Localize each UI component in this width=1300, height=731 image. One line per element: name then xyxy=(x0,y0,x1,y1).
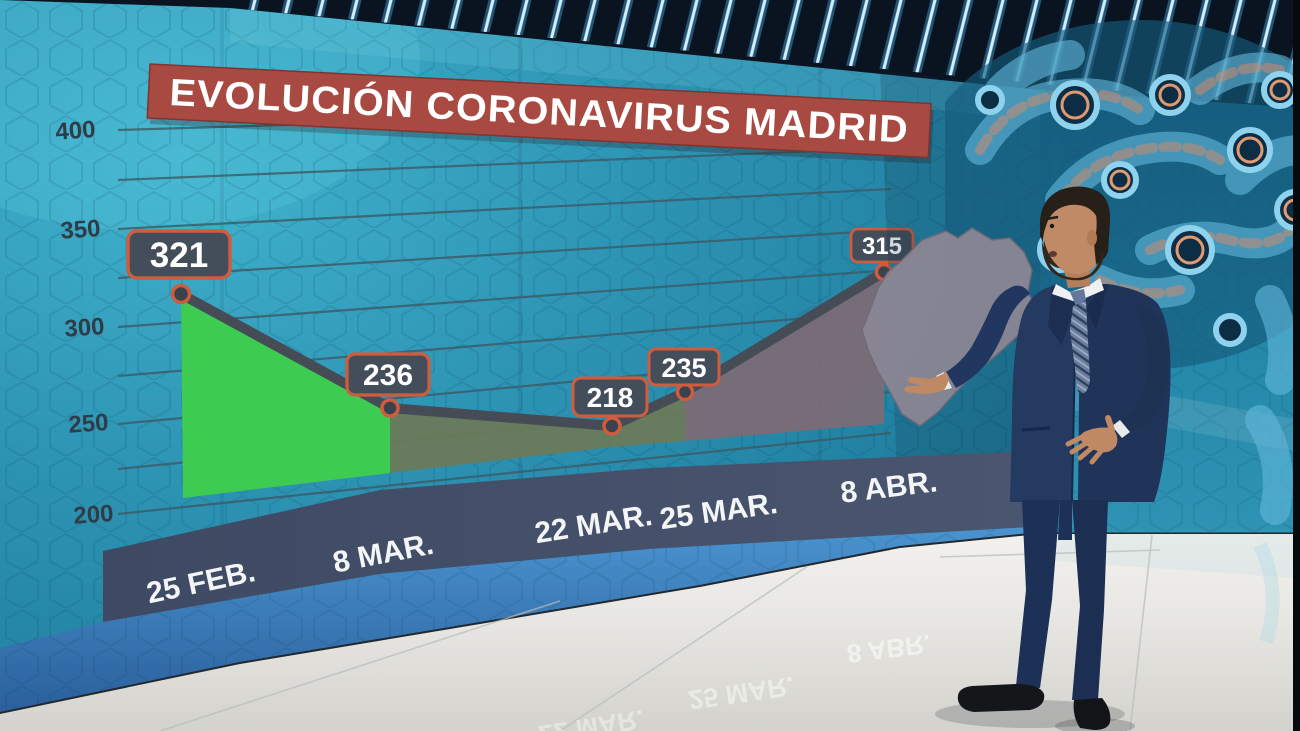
presenter-open-hand xyxy=(1065,415,1118,465)
area-fill-segments xyxy=(181,272,884,498)
presenter-mouth xyxy=(1049,251,1057,257)
marker-8mar xyxy=(380,398,400,418)
coronavirus-evolution-chart: 400 350 300 250 200 321 xyxy=(55,105,915,530)
marker-25mar xyxy=(675,382,695,402)
presenter-beard xyxy=(1043,240,1060,268)
banner-plate xyxy=(146,63,932,159)
value-label-235: 235 xyxy=(647,347,721,387)
presenter-face xyxy=(1042,193,1105,274)
marker-25feb xyxy=(170,283,192,305)
area-segment-olive xyxy=(390,392,685,473)
presenter-tie xyxy=(1070,289,1090,394)
value-text: 236 xyxy=(363,359,413,392)
value-label-321: 321 xyxy=(126,229,232,280)
x-axis-band-plate xyxy=(103,451,1030,622)
presenter-shoes xyxy=(957,684,1111,730)
presenter-pointing-hand xyxy=(904,372,949,394)
presenter-ear xyxy=(1087,230,1097,246)
value-text: 218 xyxy=(587,382,634,413)
x-axis-band: 25 FEB. 8 MAR. 22 MAR. 25 MAR. 8 ABR. xyxy=(103,451,1030,622)
value-text: 235 xyxy=(661,353,706,383)
value-label-315: 315 xyxy=(849,227,915,264)
y-axis: 400 350 300 250 200 xyxy=(55,116,115,530)
presenter-shirt-collar xyxy=(1052,278,1104,302)
presenter-head xyxy=(1039,186,1111,281)
value-text: 321 xyxy=(150,236,208,275)
presenter-hair xyxy=(1039,186,1111,262)
presenter-right-arm xyxy=(904,285,1030,394)
presenter-trousers xyxy=(1016,500,1108,700)
frame-right-edge xyxy=(1293,0,1300,731)
y-tick-label-300: 300 xyxy=(64,313,106,343)
y-tick-label-250: 250 xyxy=(68,409,110,439)
y-tick-label-400: 400 xyxy=(55,116,97,146)
presenter-eyebrow xyxy=(1045,215,1059,221)
screen-top-edge-glow xyxy=(230,8,1040,120)
value-text: 315 xyxy=(862,233,902,260)
area-segment-green xyxy=(181,294,390,498)
y-tick-label-350: 350 xyxy=(60,215,102,245)
y-tick-label-200: 200 xyxy=(73,500,115,530)
marker-22mar xyxy=(602,416,622,436)
floor-tile-seams xyxy=(159,534,1161,731)
studio-floor: 22 MAR. 25 MAR. 8 ABR. xyxy=(0,534,1300,731)
madrid-map-silhouette xyxy=(861,227,1037,427)
area-segment-mauve xyxy=(685,272,884,441)
value-labels: 321 236 218 235 315 xyxy=(126,227,915,418)
presenter xyxy=(904,186,1171,731)
value-label-218: 218 xyxy=(571,376,649,418)
virus-floor-reflection xyxy=(1253,542,1280,645)
presenter-hair xyxy=(1094,212,1109,264)
value-label-236: 236 xyxy=(345,352,431,397)
presenter-eye xyxy=(1049,223,1055,229)
presenter-left-arm xyxy=(1065,304,1168,465)
shirt-cuff xyxy=(1112,420,1130,438)
virus-3d-graphic xyxy=(945,20,1300,525)
